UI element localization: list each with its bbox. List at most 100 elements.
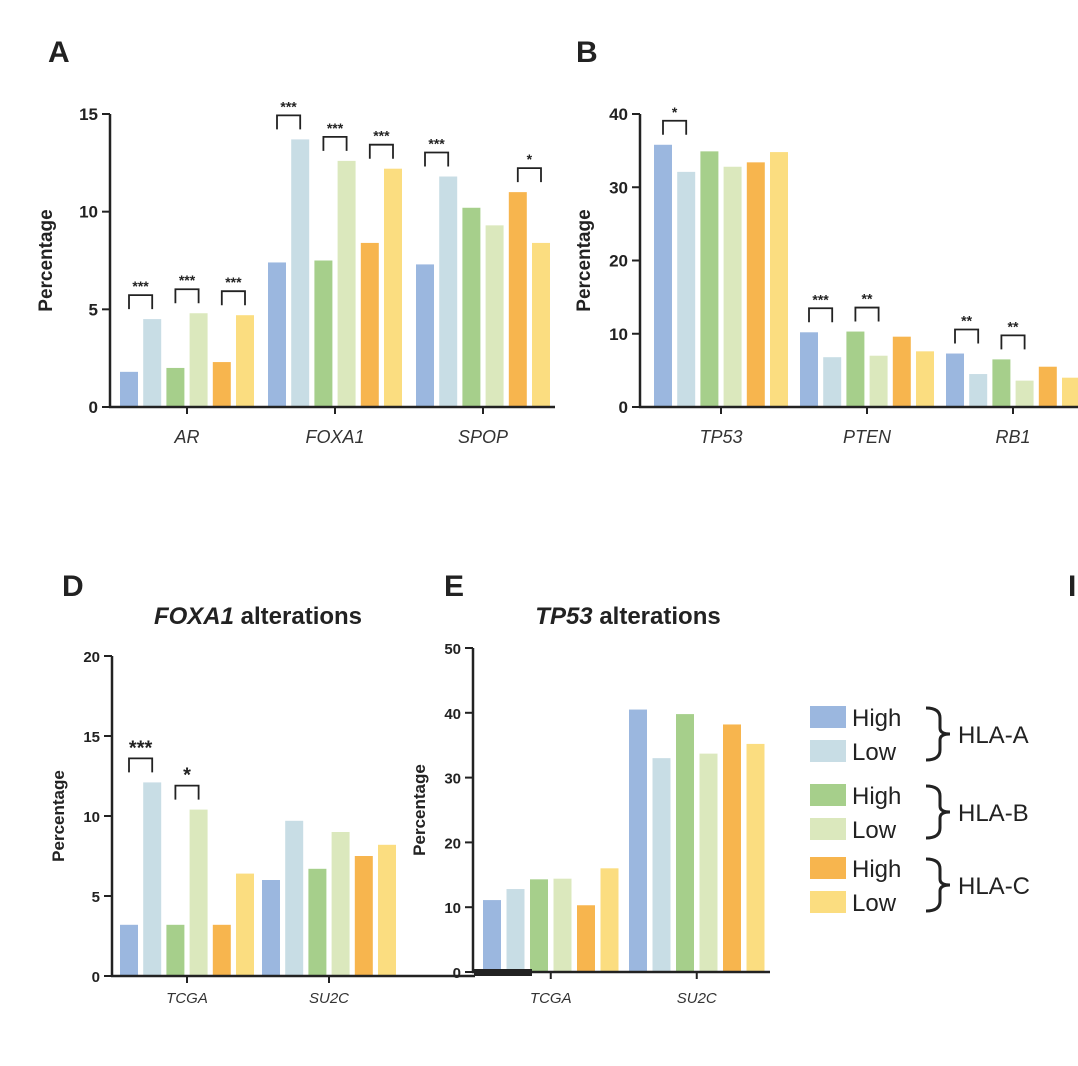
significance-bracket (424, 151, 450, 167)
y-tick-label: 30 (609, 178, 628, 197)
panel-title: TP53 alterations (535, 603, 720, 630)
significance-label: *** (428, 136, 445, 152)
y-tick-label: 10 (609, 325, 628, 344)
bar (800, 332, 818, 407)
significance-bracket (516, 167, 542, 183)
significance-label: * (672, 104, 678, 120)
bar (143, 319, 162, 407)
bar (268, 262, 286, 407)
legend-swatch (810, 891, 846, 913)
bar (946, 353, 964, 407)
panel-letter: A (48, 36, 70, 69)
bar (723, 724, 741, 972)
x-tick-label: SU2C (677, 990, 717, 1007)
bar (532, 242, 550, 407)
x-tick-label: SU2C (309, 990, 349, 1007)
bar (600, 868, 619, 972)
significance-bracket (954, 328, 980, 344)
y-tick-label: 10 (79, 203, 98, 222)
legend-item-label: High (852, 783, 901, 810)
y-tick-label: 40 (444, 706, 461, 723)
legend-swatch (810, 857, 846, 879)
significance-bracket (220, 290, 246, 306)
significance-label: *** (327, 120, 344, 136)
bar (677, 171, 696, 407)
panel-title-italic: TP53 (535, 603, 593, 630)
legend-item-label: Low (852, 890, 897, 917)
y-tick-label: 20 (609, 252, 628, 271)
x-tick-label: RB1 (995, 427, 1030, 447)
bar (992, 359, 1011, 407)
legend-swatch (810, 784, 846, 806)
significance-label: ** (862, 291, 873, 307)
bar (723, 166, 742, 407)
bar (1015, 380, 1034, 407)
bar (189, 809, 208, 976)
y-tick-label: 50 (444, 641, 461, 658)
significance-label: *** (280, 98, 297, 114)
legend-item-label: Low (852, 739, 897, 766)
panel-letter: B (576, 36, 598, 69)
significance-label: *** (225, 274, 242, 290)
y-tick-label: 0 (453, 965, 461, 982)
y-axis-label: Percentage (574, 209, 595, 311)
bar (212, 362, 231, 407)
bar (143, 782, 162, 976)
bar (291, 139, 310, 408)
significance-bracket (808, 307, 834, 323)
bar (439, 176, 458, 407)
legend-group-label: HLA-A (958, 722, 1029, 749)
bar (823, 357, 842, 407)
bar (676, 714, 694, 972)
panel-letter: E (444, 570, 464, 603)
y-axis-label: Percentage (36, 209, 57, 311)
bar (483, 900, 501, 972)
bar (120, 924, 138, 976)
bar (746, 162, 765, 407)
legend-group-label: HLA-B (958, 800, 1029, 827)
significance-label: *** (373, 128, 390, 144)
y-tick-label: 5 (92, 889, 100, 906)
y-tick-label: 10 (83, 809, 100, 826)
y-axis-label: Percentage (49, 770, 68, 862)
x-tick-label: FOXA1 (305, 427, 364, 447)
significance-bracket (174, 288, 200, 304)
legend-brace (925, 784, 951, 840)
y-tick-label: 30 (444, 771, 461, 788)
panel-title-rest: alterations (593, 603, 721, 630)
bar (384, 168, 402, 407)
y-axis-label: Percentage (410, 764, 429, 856)
panel-letter-partial: I (1068, 570, 1076, 603)
significance-bracket (128, 757, 154, 773)
bar (508, 192, 527, 407)
bar (354, 856, 373, 976)
significance-bracket (368, 143, 394, 159)
x-tick-label: SPOP (458, 427, 508, 447)
legend-item-label: High (852, 856, 901, 883)
bar (120, 371, 138, 407)
significance-bracket (276, 114, 302, 130)
y-tick-label: 5 (89, 300, 98, 319)
bar (262, 880, 280, 976)
bar (236, 873, 254, 976)
bar (577, 905, 595, 972)
y-tick-label: 0 (92, 969, 100, 986)
significance-label: ** (1008, 318, 1019, 334)
bar (1038, 366, 1057, 407)
y-tick-label: 20 (83, 649, 100, 666)
significance-label: *** (129, 737, 153, 759)
bar (189, 313, 208, 407)
significance-label: *** (132, 278, 149, 294)
significance-bracket (662, 119, 688, 135)
legend-swatch (810, 740, 846, 762)
bar (629, 709, 647, 972)
bar (166, 924, 185, 976)
bar (416, 264, 434, 407)
legend-brace (925, 706, 951, 762)
bar (1062, 377, 1078, 407)
significance-bracket (174, 784, 200, 800)
